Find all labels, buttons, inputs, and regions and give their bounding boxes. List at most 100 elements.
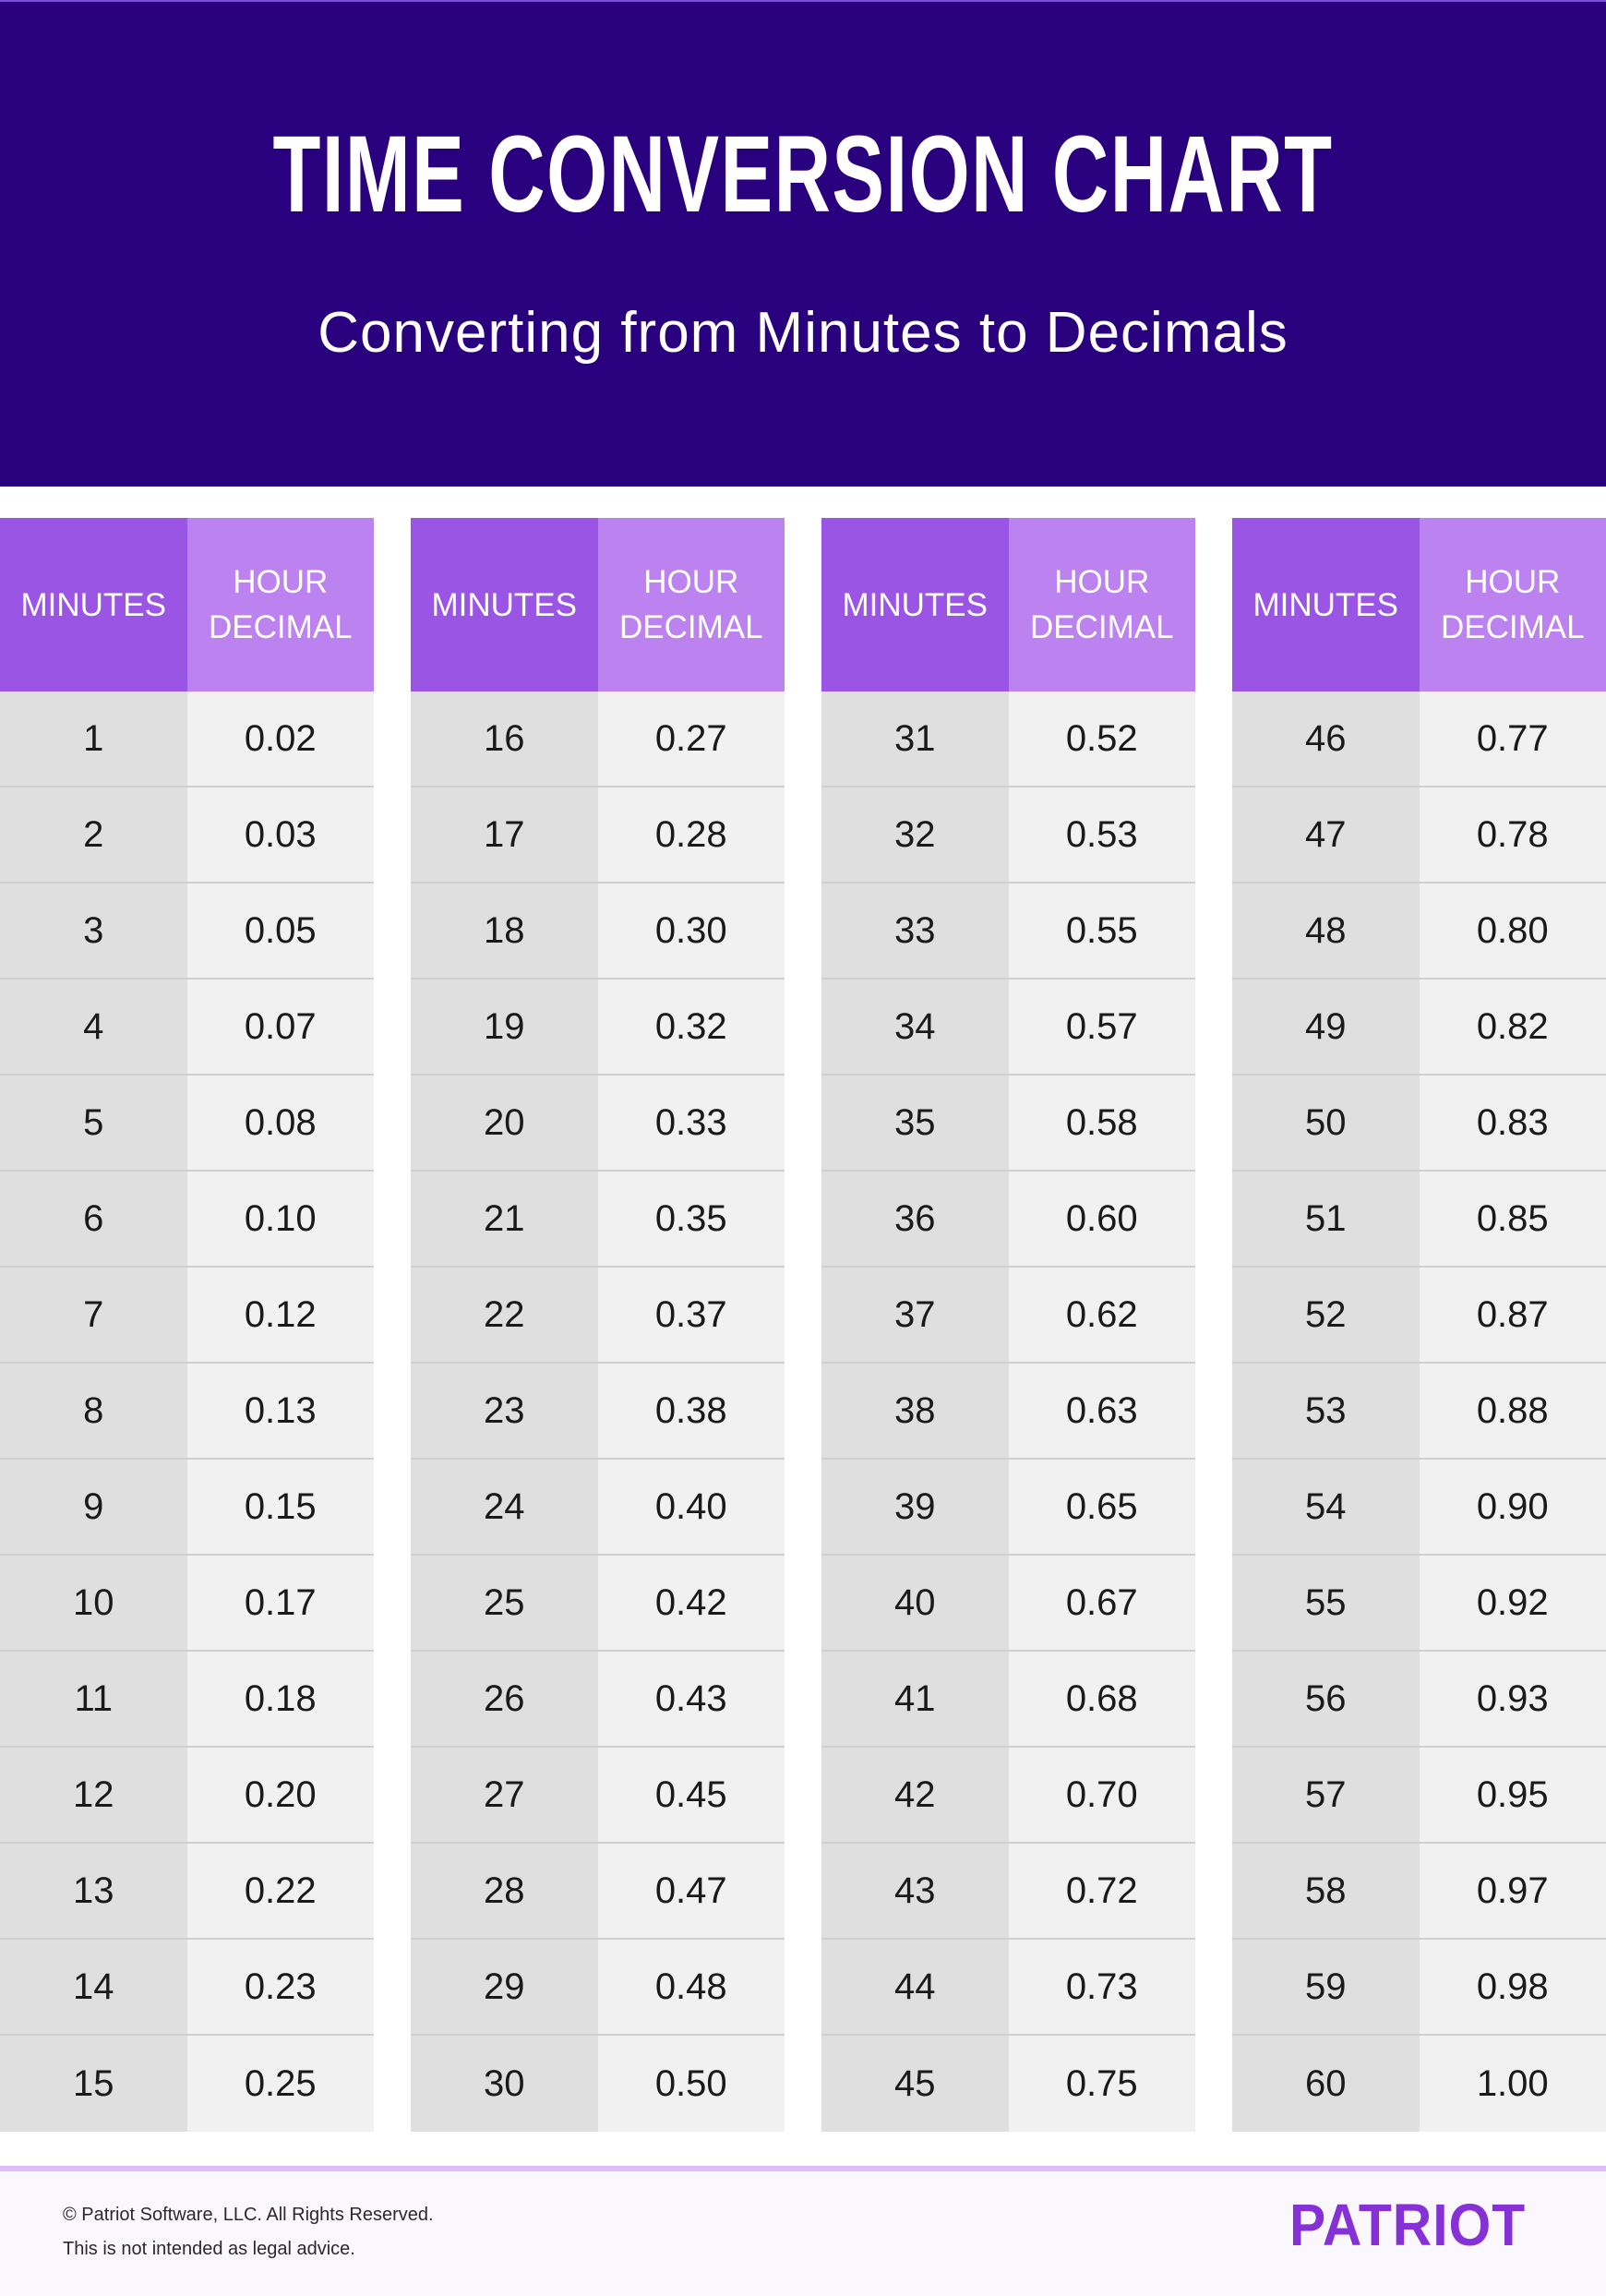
minutes-cell: 44 [821, 1940, 1009, 2034]
minutes-header: MINUTES [0, 518, 187, 691]
hour-decimal-cell: 0.75 [1008, 2036, 1195, 2132]
hour-decimal-label-line1: HOUR [1054, 564, 1150, 600]
minutes-header: MINUTES [411, 518, 598, 691]
minutes-cell: 39 [821, 1460, 1009, 1554]
table-header: MINUTES HOUR DECIMAL [821, 518, 1195, 691]
hour-decimal-cell: 0.38 [597, 1364, 785, 1458]
hour-decimal-header: HOUR DECIMAL [597, 518, 785, 691]
minutes-cell: 1 [0, 691, 187, 786]
hour-decimal-cell: 0.48 [597, 1940, 785, 2034]
table-row: 7 0.12 [0, 1268, 374, 1364]
table-row: 41 0.68 [821, 1652, 1195, 1748]
hour-decimal-label-line1: HOUR [1465, 564, 1561, 600]
hour-decimal-cell: 0.42 [597, 1556, 785, 1650]
minutes-cell: 31 [821, 691, 1009, 786]
hour-decimal-header: HOUR DECIMAL [186, 518, 374, 691]
table-row: 36 0.60 [821, 1172, 1195, 1268]
hour-decimal-cell: 0.92 [1419, 1556, 1606, 1650]
conversion-table: MINUTES HOUR DECIMAL 1 0.02 2 0.03 3 0.05 4 0.07 5 0… [0, 518, 374, 2132]
conversion-table: MINUTES HOUR DECIMAL 46 0.77 47 0.78 48 0.80 49 0.… [1232, 518, 1606, 2132]
minutes-cell: 11 [0, 1652, 187, 1746]
minutes-cell: 33 [821, 884, 1009, 978]
table-row: 43 0.72 [821, 1844, 1195, 1940]
table-row: 47 0.78 [1232, 787, 1606, 884]
hour-decimal-cell: 0.90 [1419, 1460, 1606, 1554]
table-row: 3 0.05 [0, 884, 374, 980]
header-banner: TIME CONVERSION CHART Converting from Mi… [0, 0, 1606, 487]
minutes-cell: 46 [1232, 691, 1420, 786]
table-row: 10 0.17 [0, 1556, 374, 1652]
table-row: 5 0.08 [0, 1076, 374, 1172]
minutes-cell: 20 [411, 1076, 598, 1170]
hour-decimal-cell: 0.13 [186, 1364, 374, 1458]
hour-decimal-cell: 0.65 [1008, 1460, 1195, 1554]
hour-decimal-cell: 0.17 [186, 1556, 374, 1650]
table-row: 9 0.15 [0, 1460, 374, 1556]
minutes-cell: 41 [821, 1652, 1009, 1746]
hour-decimal-cell: 0.27 [597, 691, 785, 786]
hour-decimal-cell: 0.33 [597, 1076, 785, 1170]
hour-decimal-cell: 0.53 [1008, 787, 1195, 882]
hour-decimal-cell: 0.83 [1419, 1076, 1606, 1170]
minutes-cell: 53 [1232, 1364, 1420, 1458]
table-row: 50 0.83 [1232, 1076, 1606, 1172]
minutes-cell: 52 [1232, 1268, 1420, 1362]
hour-decimal-cell: 0.07 [186, 980, 374, 1074]
table-row: 51 0.85 [1232, 1172, 1606, 1268]
minutes-cell: 28 [411, 1844, 598, 1938]
hour-decimal-cell: 0.12 [186, 1268, 374, 1362]
minutes-header: MINUTES [1232, 518, 1420, 691]
hour-decimal-cell: 0.23 [186, 1940, 374, 2034]
minutes-cell: 55 [1232, 1556, 1420, 1650]
hour-decimal-cell: 0.20 [186, 1748, 374, 1842]
minutes-cell: 21 [411, 1172, 598, 1266]
table-header: MINUTES HOUR DECIMAL [411, 518, 785, 691]
minutes-cell: 37 [821, 1268, 1009, 1362]
hour-decimal-cell: 0.55 [1008, 884, 1195, 978]
table-row: 29 0.48 [411, 1940, 785, 2036]
table-row: 54 0.90 [1232, 1460, 1606, 1556]
hour-decimal-label-line1: HOUR [643, 564, 739, 600]
minutes-cell: 32 [821, 787, 1009, 882]
table-row: 33 0.55 [821, 884, 1195, 980]
table-row: 31 0.52 [821, 691, 1195, 787]
hour-decimal-cell: 0.08 [186, 1076, 374, 1170]
table-row: 24 0.40 [411, 1460, 785, 1556]
hour-decimal-cell: 0.98 [1419, 1940, 1606, 2034]
hour-decimal-cell: 0.58 [1008, 1076, 1195, 1170]
minutes-cell: 30 [411, 2036, 598, 2132]
table-row: 45 0.75 [821, 2036, 1195, 2132]
minutes-cell: 43 [821, 1844, 1009, 1938]
hour-decimal-cell: 0.95 [1419, 1748, 1606, 1842]
table-row: 39 0.65 [821, 1460, 1195, 1556]
minutes-cell: 38 [821, 1364, 1009, 1458]
hour-decimal-cell: 0.62 [1008, 1268, 1195, 1362]
minutes-cell: 2 [0, 787, 187, 882]
table-row: 1 0.02 [0, 691, 374, 787]
table-row: 48 0.80 [1232, 884, 1606, 980]
conversion-table: MINUTES HOUR DECIMAL 31 0.52 32 0.53 33 0.55 34 0.… [821, 518, 1195, 2132]
table-row: 27 0.45 [411, 1748, 785, 1844]
minutes-cell: 22 [411, 1268, 598, 1362]
table-row: 20 0.33 [411, 1076, 785, 1172]
hour-decimal-cell: 0.73 [1008, 1940, 1195, 2034]
page-title: TIME CONVERSION CHART [272, 114, 1334, 235]
table-row: 35 0.58 [821, 1076, 1195, 1172]
hour-decimal-cell: 0.80 [1419, 884, 1606, 978]
table-row: 26 0.43 [411, 1652, 785, 1748]
table-row: 32 0.53 [821, 787, 1195, 884]
hour-decimal-cell: 0.60 [1008, 1172, 1195, 1266]
minutes-cell: 12 [0, 1748, 187, 1842]
hour-decimal-cell: 0.57 [1008, 980, 1195, 1074]
minutes-cell: 59 [1232, 1940, 1420, 2034]
table-row: 58 0.97 [1232, 1844, 1606, 1940]
minutes-cell: 15 [0, 2036, 187, 2132]
table-row: 14 0.23 [0, 1940, 374, 2036]
minutes-cell: 56 [1232, 1652, 1420, 1746]
minutes-cell: 14 [0, 1940, 187, 2034]
minutes-cell: 19 [411, 980, 598, 1074]
disclaimer-text: This is not intended as legal advice. [63, 2239, 355, 2259]
minutes-cell: 10 [0, 1556, 187, 1650]
table-row: 28 0.47 [411, 1844, 785, 1940]
table-row: 37 0.62 [821, 1268, 1195, 1364]
